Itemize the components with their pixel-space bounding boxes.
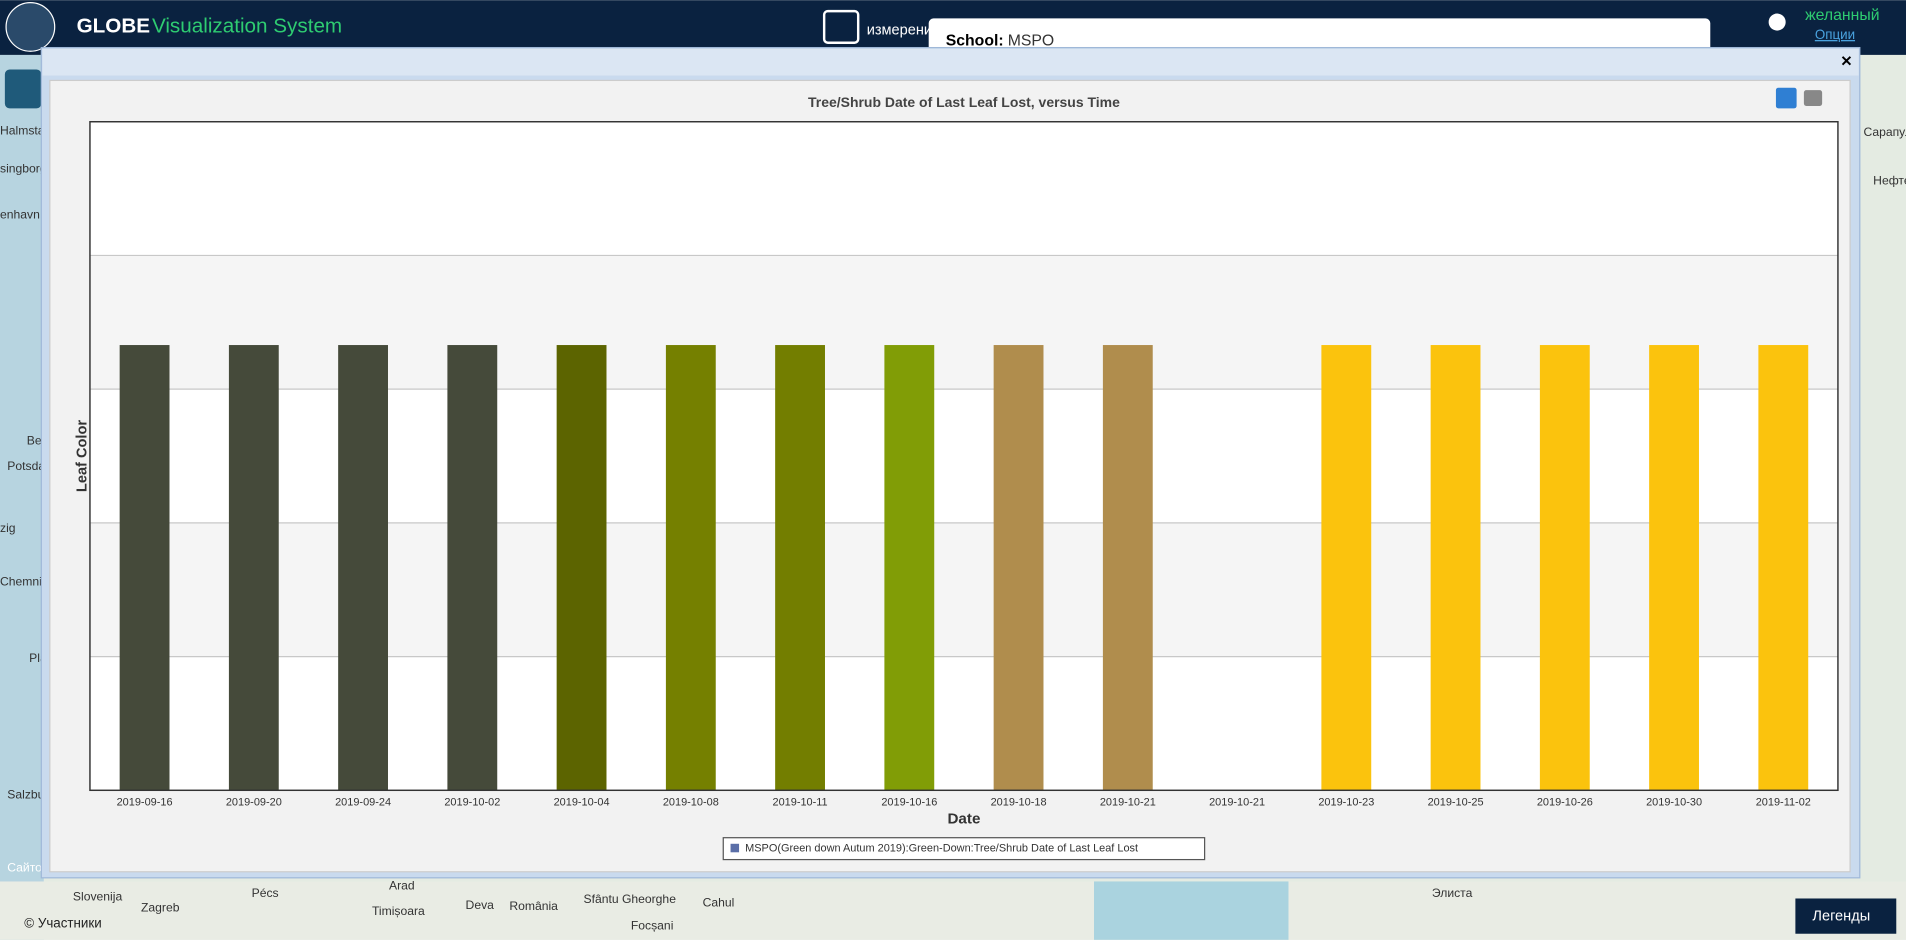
options-link[interactable]: Опции (1815, 27, 1855, 42)
map-label: Сарапул (1863, 125, 1906, 139)
bar (447, 345, 498, 791)
bar (1321, 345, 1372, 791)
school-label: School: (946, 33, 1004, 50)
product: Visualization System (152, 14, 342, 37)
map-label: Halmstad (0, 124, 51, 138)
x-tick-label: 2019-10-04 (554, 796, 610, 808)
bar (338, 345, 388, 791)
map-label: singborg (0, 161, 47, 175)
x-tick-label: 2019-10-26 (1537, 796, 1593, 808)
map-label: zig (0, 521, 16, 535)
x-tick-label: 2019-10-08 (663, 796, 719, 808)
map-label: Pécs (252, 886, 279, 900)
x-tick-label: 2019-10-02 (444, 796, 500, 808)
attribution: © Участники (24, 916, 101, 931)
x-tick-label: 2019-10-21 (1209, 796, 1265, 808)
bar (556, 345, 607, 791)
x-tick-label: 2019-10-23 (1318, 796, 1374, 808)
map-label: Timișoara (372, 904, 425, 918)
chart-title: Tree/Shrub Date of Last Leaf Lost, versu… (808, 94, 1120, 110)
close-button[interactable]: ✕ (1840, 54, 1852, 70)
x-tick-label: 2019-10-11 (772, 796, 827, 808)
legends-button[interactable] (1795, 898, 1897, 934)
school-name: MSPO (1008, 33, 1055, 50)
window-titlebar (42, 48, 1859, 76)
x-tick-label: 2019-10-25 (1428, 796, 1484, 808)
map-label: Arad (389, 879, 415, 893)
measure-link[interactable]: измерени (867, 22, 932, 38)
user-icon[interactable] (1768, 13, 1786, 31)
map-water (1094, 881, 1289, 940)
legend-icon (730, 843, 740, 853)
bar (1539, 345, 1590, 791)
calendar-icon[interactable] (822, 9, 860, 44)
map-label: Slovenija (73, 889, 123, 903)
logo[interactable] (5, 2, 56, 52)
bar (228, 345, 279, 791)
brand: GLOBE (77, 14, 150, 37)
map-label: Focșani (631, 919, 674, 933)
map-label: enhavn (0, 208, 40, 222)
map-label: Sfântu Gheorghe (583, 892, 676, 906)
map-labels: HalmstadsingborgenhavnBePotsdamzigChemni… (0, 124, 1906, 933)
x-tick-label: 2019-09-16 (117, 796, 173, 808)
bar (119, 345, 170, 791)
x-axis-label: Date (947, 810, 980, 827)
map-label: Сайто (7, 860, 42, 874)
x-tick-label: 2019-09-24 (335, 796, 391, 808)
user-name[interactable]: желанный (1805, 7, 1879, 24)
map-label: România (509, 899, 558, 913)
x-tick-label: 2019-10-18 (991, 796, 1047, 808)
x-tick-label: 2019-09-20 (226, 796, 282, 808)
map-label: Deva (466, 898, 495, 912)
bar (1430, 345, 1481, 791)
map-label: Be (27, 434, 42, 448)
map-label: Chemnit (0, 575, 46, 589)
y-axis-label: Leaf Color (75, 420, 91, 492)
bar (1649, 345, 1699, 791)
plot: 2019-09-16 2019-09-20 2019-09-24 2019-10-02… (89, 121, 1839, 808)
bar (665, 345, 716, 791)
bar (993, 345, 1044, 791)
plot-band (89, 121, 1838, 256)
map-label: Zagreb (141, 900, 180, 914)
legends-text[interactable]: Легенды (1812, 909, 1870, 925)
bar (775, 345, 825, 791)
print-button[interactable] (1803, 90, 1823, 106)
bar (884, 345, 935, 791)
link-button[interactable] (1775, 87, 1797, 109)
plot-border (89, 121, 1839, 792)
layers-button[interactable] (4, 69, 42, 109)
x-tick-label: 2019-10-16 (881, 796, 937, 808)
map-label: Salzbur (7, 787, 48, 801)
map-label: Cahul (703, 896, 735, 910)
x-tick-label: 2019-11-02 (1756, 796, 1811, 808)
map-label: Нефтек (1873, 174, 1906, 188)
x-tick-label: 2019-10-21 (1100, 796, 1156, 808)
map-water (0, 54, 44, 940)
bar (1102, 345, 1153, 791)
map-bottom (0, 881, 1906, 940)
legend[interactable] (722, 837, 1206, 861)
legend-text[interactable]: MSPO(Green down Autum 2019):Green-Down:T… (745, 843, 1138, 855)
x-tick-label: 2019-10-30 (1646, 796, 1702, 808)
bar (1758, 345, 1809, 791)
map-label: Элиста (1432, 886, 1473, 900)
